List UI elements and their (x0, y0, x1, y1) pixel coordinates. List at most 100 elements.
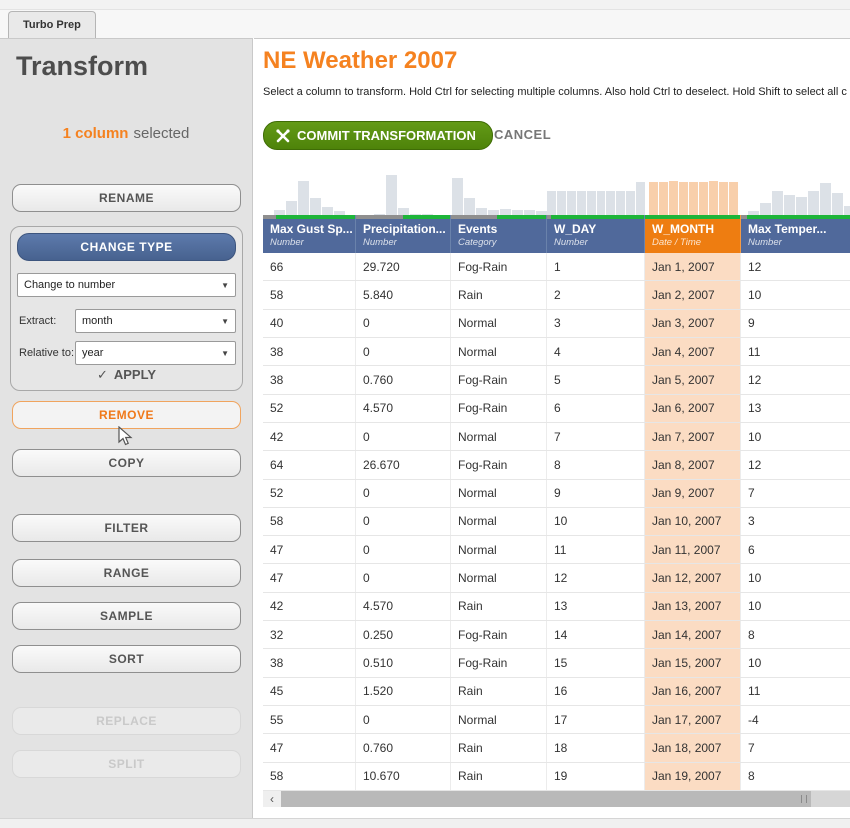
table-cell[interactable]: Fog-Rain (451, 621, 547, 649)
copy-button[interactable]: COPY (12, 449, 241, 477)
remove-button[interactable]: REMOVE (12, 401, 241, 429)
table-cell[interactable]: Jan 17, 2007 (645, 706, 741, 734)
table-cell[interactable]: 7 (547, 422, 645, 451)
table-cell[interactable]: 12 (741, 451, 850, 478)
table-cell[interactable]: Rain (451, 281, 547, 309)
table-cell[interactable]: 47 (263, 734, 356, 762)
table-cell[interactable]: Jan 4, 2007 (645, 337, 741, 366)
table-cell[interactable]: 0 (356, 309, 451, 337)
table-cell[interactable]: 42 (263, 592, 356, 621)
range-button[interactable]: RANGE (12, 559, 241, 587)
table-cell[interactable]: 29.720 (356, 253, 451, 281)
table-cell[interactable]: Normal (451, 309, 547, 337)
column-header-events[interactable]: Events Category (451, 215, 547, 253)
column-header-precipitation-[interactable]: Precipitation... Number (356, 215, 451, 253)
table-cell[interactable]: Jan 8, 2007 (645, 451, 741, 479)
table-cell[interactable]: Jan 14, 2007 (645, 621, 741, 649)
table-cell[interactable]: 5.840 (356, 281, 451, 309)
table-cell[interactable]: Jan 9, 2007 (645, 479, 741, 507)
table-cell[interactable]: 19 (547, 762, 645, 790)
scrollbar-thumb[interactable] (281, 791, 811, 807)
table-cell[interactable]: Jan 18, 2007 (645, 734, 741, 762)
apply-button[interactable]: ✓ APPLY (11, 367, 242, 383)
table-cell[interactable]: 12 (741, 253, 850, 280)
table-cell[interactable]: 45 (263, 677, 356, 705)
table-cell[interactable]: 1 (547, 253, 645, 281)
table-cell[interactable]: 64 (263, 451, 356, 479)
table-cell[interactable]: Normal (451, 706, 547, 734)
table-cell[interactable]: Jan 5, 2007 (645, 366, 741, 394)
table-cell[interactable]: 2 (547, 281, 645, 309)
table-cell[interactable]: 10 (741, 593, 850, 620)
table-cell[interactable]: 9 (547, 479, 645, 507)
table-cell[interactable]: 17 (547, 706, 645, 734)
scroll-left-arrow[interactable]: ‹ (263, 791, 281, 807)
table-cell[interactable]: Jan 15, 2007 (645, 649, 741, 677)
table-cell[interactable]: 4.570 (356, 592, 451, 621)
table-cell[interactable]: 8 (547, 451, 645, 479)
sort-button[interactable]: SORT (12, 645, 241, 673)
table-cell[interactable]: 1.520 (356, 677, 451, 705)
horizontal-scrollbar[interactable]: ‹ (263, 791, 850, 807)
table-cell[interactable]: 0.760 (356, 366, 451, 394)
table-cell[interactable]: 6 (741, 536, 850, 563)
table-cell[interactable]: Jan 2, 2007 (645, 281, 741, 309)
table-cell[interactable]: 0 (356, 422, 451, 451)
sample-button[interactable]: SAMPLE (12, 602, 241, 630)
table-cell[interactable]: 52 (263, 394, 356, 422)
table-cell[interactable]: 10 (741, 423, 850, 450)
table-cell[interactable]: 3 (547, 309, 645, 337)
table-cell[interactable]: 58 (263, 507, 356, 536)
table-cell[interactable]: Rain (451, 734, 547, 762)
table-cell[interactable]: 18 (547, 734, 645, 762)
table-cell[interactable]: Rain (451, 677, 547, 705)
table-cell[interactable]: 0.250 (356, 621, 451, 649)
tab-turbo-prep[interactable]: Turbo Prep (8, 11, 96, 38)
table-cell[interactable]: 13 (741, 395, 850, 422)
table-cell[interactable]: 4 (547, 337, 645, 366)
table-cell[interactable]: 0 (356, 337, 451, 366)
table-cell[interactable]: Fog-Rain (451, 253, 547, 281)
table-cell[interactable]: 66 (263, 253, 356, 281)
table-cell[interactable]: Jan 3, 2007 (645, 309, 741, 337)
table-cell[interactable]: 40 (263, 309, 356, 337)
table-cell[interactable]: 10 (741, 281, 850, 308)
table-cell[interactable]: 58 (263, 281, 356, 309)
table-cell[interactable]: 7 (741, 480, 850, 507)
table-cell[interactable]: 10.670 (356, 762, 451, 790)
table-cell[interactable]: Jan 12, 2007 (645, 564, 741, 592)
rename-button[interactable]: RENAME (12, 184, 241, 212)
table-cell[interactable]: 11 (741, 338, 850, 365)
table-cell[interactable]: 38 (263, 649, 356, 677)
table-cell[interactable]: 13 (547, 592, 645, 621)
table-cell[interactable]: 11 (741, 678, 850, 705)
table-cell[interactable]: Jan 11, 2007 (645, 536, 741, 564)
filter-button[interactable]: FILTER (12, 514, 241, 542)
column-header-max-temper-[interactable]: Max Temper... Number (741, 215, 850, 253)
table-cell[interactable]: Fog-Rain (451, 649, 547, 677)
table-cell[interactable]: 0 (356, 507, 451, 536)
table-cell[interactable]: Rain (451, 592, 547, 621)
table-cell[interactable]: 52 (263, 479, 356, 507)
table-cell[interactable]: -4 (741, 706, 850, 733)
table-cell[interactable]: 12 (547, 564, 645, 592)
table-cell[interactable]: 12 (741, 366, 850, 393)
extract-select[interactable]: month ▼ (75, 309, 236, 333)
table-cell[interactable]: 58 (263, 762, 356, 790)
table-cell[interactable]: Normal (451, 536, 547, 564)
table-cell[interactable]: 15 (547, 649, 645, 677)
table-cell[interactable]: 0.510 (356, 649, 451, 677)
table-cell[interactable]: Jan 10, 2007 (645, 507, 741, 536)
table-cell[interactable]: 7 (741, 734, 850, 761)
table-cell[interactable]: Normal (451, 337, 547, 366)
table-cell[interactable]: Fog-Rain (451, 366, 547, 394)
table-cell[interactable]: 55 (263, 706, 356, 734)
table-cell[interactable]: Fog-Rain (451, 451, 547, 479)
table-cell[interactable]: 4.570 (356, 394, 451, 422)
table-cell[interactable]: 0 (356, 706, 451, 734)
table-cell[interactable]: 3 (741, 508, 850, 535)
table-cell[interactable]: 26.670 (356, 451, 451, 479)
table-cell[interactable]: 6 (547, 394, 645, 422)
change-type-button[interactable]: CHANGE TYPE (17, 233, 236, 261)
table-cell[interactable]: Jan 19, 2007 (645, 762, 741, 790)
